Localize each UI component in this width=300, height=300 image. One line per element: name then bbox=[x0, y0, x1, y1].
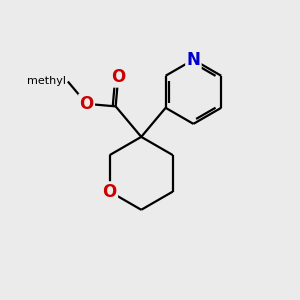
Text: O: O bbox=[103, 183, 117, 201]
Text: methyl: methyl bbox=[27, 76, 66, 86]
Text: N: N bbox=[187, 51, 200, 69]
Text: O: O bbox=[111, 68, 125, 86]
Text: O: O bbox=[80, 95, 94, 113]
